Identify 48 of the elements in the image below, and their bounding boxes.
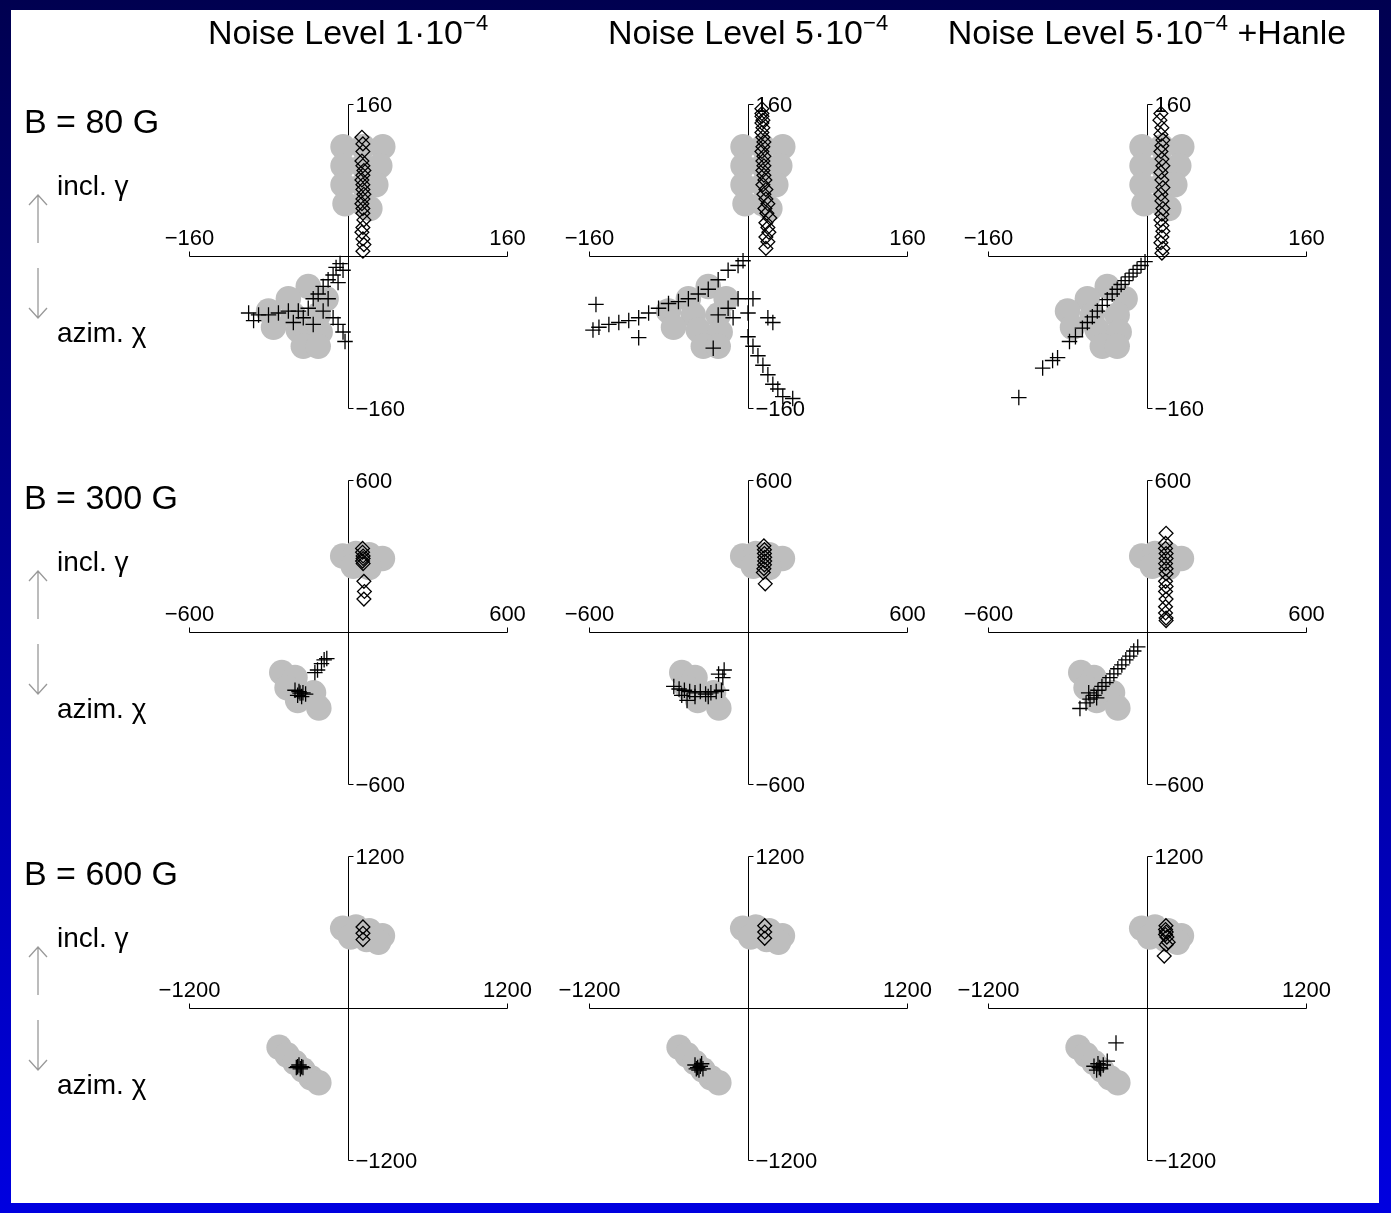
y-tick-label: −160 bbox=[355, 395, 406, 421]
x-tick-label: 600 bbox=[489, 600, 526, 626]
x-tick-label: −160 bbox=[963, 224, 1014, 250]
x-tick-label: −1200 bbox=[957, 976, 1020, 1002]
text: B = 80 G bbox=[24, 102, 160, 141]
text: incl. γ bbox=[57, 170, 129, 202]
y-tick-label: −160 bbox=[755, 395, 806, 421]
y-tick-label: 600 bbox=[355, 467, 393, 493]
text: azim. χ bbox=[57, 317, 147, 349]
x-tick-label: 1200 bbox=[883, 976, 932, 1002]
x-tick-label: 160 bbox=[889, 224, 926, 250]
chart-title: Noise Level 5·10$^{−4}$ bbox=[607, 10, 889, 51]
text: azim. χ bbox=[57, 1069, 147, 1101]
y-tick-label: −600 bbox=[355, 771, 406, 797]
x-tick-label: −600 bbox=[564, 600, 615, 626]
y-tick-label: 600 bbox=[1154, 467, 1192, 493]
y-tick-label: 1200 bbox=[1154, 843, 1204, 869]
x-tick-label: −160 bbox=[564, 224, 615, 250]
x-tick-label: −1200 bbox=[158, 976, 221, 1002]
y-tick-label: 1200 bbox=[355, 843, 405, 869]
x-tick-label: 600 bbox=[1288, 600, 1325, 626]
text: B = 600 G bbox=[24, 854, 179, 893]
y-tick-label: −160 bbox=[1154, 395, 1205, 421]
y-tick-label: 160 bbox=[355, 91, 393, 117]
x-tick-label: 1200 bbox=[1282, 976, 1331, 1002]
text: azim. χ bbox=[57, 693, 147, 725]
y-tick-label: 1200 bbox=[755, 843, 805, 869]
y-tick-label: −1200 bbox=[1154, 1147, 1217, 1173]
y-tick-label: −1200 bbox=[755, 1147, 818, 1173]
x-tick-label: −600 bbox=[164, 600, 215, 626]
text: incl. γ bbox=[57, 922, 129, 954]
x-tick-label: −1200 bbox=[558, 976, 621, 1002]
y-tick-label: −1200 bbox=[355, 1147, 418, 1173]
text: B = 300 G bbox=[24, 478, 179, 517]
x-tick-label: 1200 bbox=[483, 976, 532, 1002]
text: incl. γ bbox=[57, 546, 129, 578]
x-tick-label: −600 bbox=[963, 600, 1014, 626]
chart-title: Noise Level 1·10$^{−4}$ bbox=[206, 10, 490, 52]
y-tick-label: 600 bbox=[755, 467, 793, 493]
x-tick-label: −160 bbox=[164, 224, 215, 250]
y-tick-label: 160 bbox=[1154, 91, 1192, 117]
y-tick-label: 160 bbox=[755, 91, 793, 117]
x-tick-label: 160 bbox=[489, 224, 526, 250]
x-tick-label: 160 bbox=[1288, 224, 1325, 250]
y-tick-label: −600 bbox=[1154, 771, 1205, 797]
y-tick-label: −600 bbox=[755, 771, 806, 797]
chart-title: Noise Level 5·10$^{−4}$ +Hanle bbox=[946, 10, 1348, 52]
x-tick-label: 600 bbox=[889, 600, 926, 626]
